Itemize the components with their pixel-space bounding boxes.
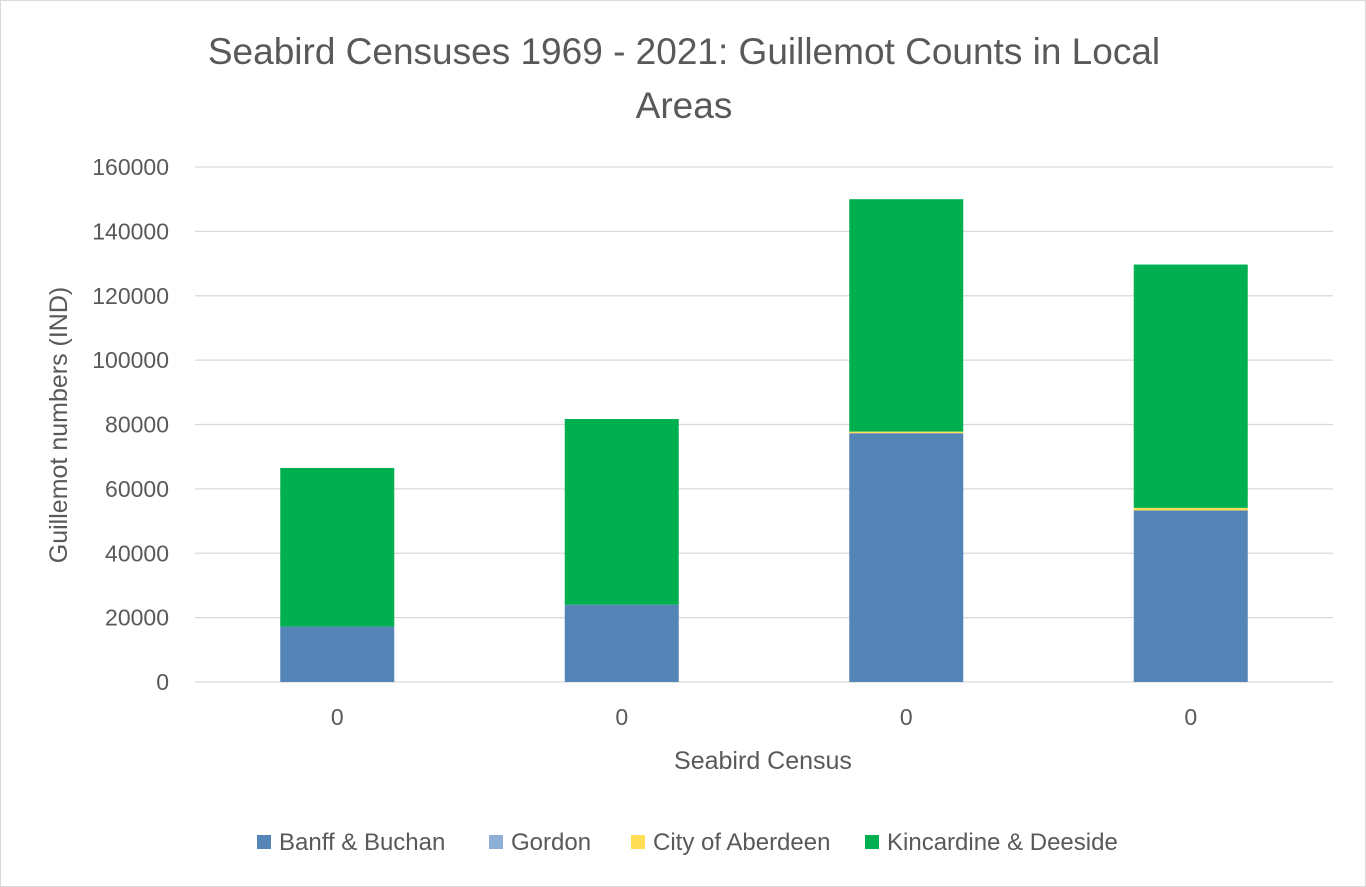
y-tick-label-0: 0 xyxy=(156,669,169,695)
x-tick-label-0: 0 xyxy=(331,704,344,730)
y-tick-label-5: 100000 xyxy=(92,347,169,373)
chart-title-line-1: Seabird Censuses 1969 - 2021: Guillemot … xyxy=(208,31,1160,72)
bar-segment-3-0 xyxy=(1133,510,1248,682)
y-tick-label-4: 80000 xyxy=(105,412,169,438)
bar-segment-3-2 xyxy=(1133,507,1248,511)
legend-swatch-1 xyxy=(489,835,503,849)
bar-segment-1-3 xyxy=(564,419,679,605)
bar-segment-2-3 xyxy=(849,199,964,432)
y-tick-label-3: 60000 xyxy=(105,476,169,502)
bar-segment-2-2 xyxy=(849,431,964,434)
legend-swatch-3 xyxy=(865,835,879,849)
y-tick-label-8: 160000 xyxy=(92,154,169,180)
legend-label-0: Banff & Buchan xyxy=(279,829,445,856)
x-tick-label-2: 0 xyxy=(900,704,913,730)
bar-segment-2-0 xyxy=(849,433,964,682)
legend-label-3: Kincardine & Deeside xyxy=(887,829,1118,856)
bars xyxy=(280,199,1248,682)
bar-segment-3-3 xyxy=(1133,264,1248,508)
y-tick-label-6: 120000 xyxy=(92,283,169,309)
bar-segment-1-0 xyxy=(564,604,679,682)
legend-label-1: Gordon xyxy=(511,829,591,856)
y-axis-title: Guillemot numbers (IND) xyxy=(45,287,73,563)
y-tick-label-1: 20000 xyxy=(105,605,169,631)
x-axis-tick-labels: 0 0 0 0 xyxy=(331,704,1197,730)
y-tick-label-7: 140000 xyxy=(92,218,169,244)
x-tick-label-1: 0 xyxy=(615,704,628,730)
bar-segment-0-0 xyxy=(280,626,395,682)
bar-segment-0-3 xyxy=(280,467,395,627)
y-axis-tick-labels: 0 20000 40000 60000 80000 100000 120000 140000 1… xyxy=(92,154,169,695)
legend: Banff & Buchan Gordon City of Aberdeen Kinc… xyxy=(257,829,1118,856)
chart-title-line-2: Areas xyxy=(636,85,733,126)
x-axis-title: Seabird Census xyxy=(674,747,852,775)
y-tick-label-2: 40000 xyxy=(105,540,169,566)
legend-swatch-2 xyxy=(631,835,645,849)
legend-label-2: City of Aberdeen xyxy=(653,829,830,856)
x-tick-label-3: 0 xyxy=(1184,704,1197,730)
legend-swatch-0 xyxy=(257,835,271,849)
